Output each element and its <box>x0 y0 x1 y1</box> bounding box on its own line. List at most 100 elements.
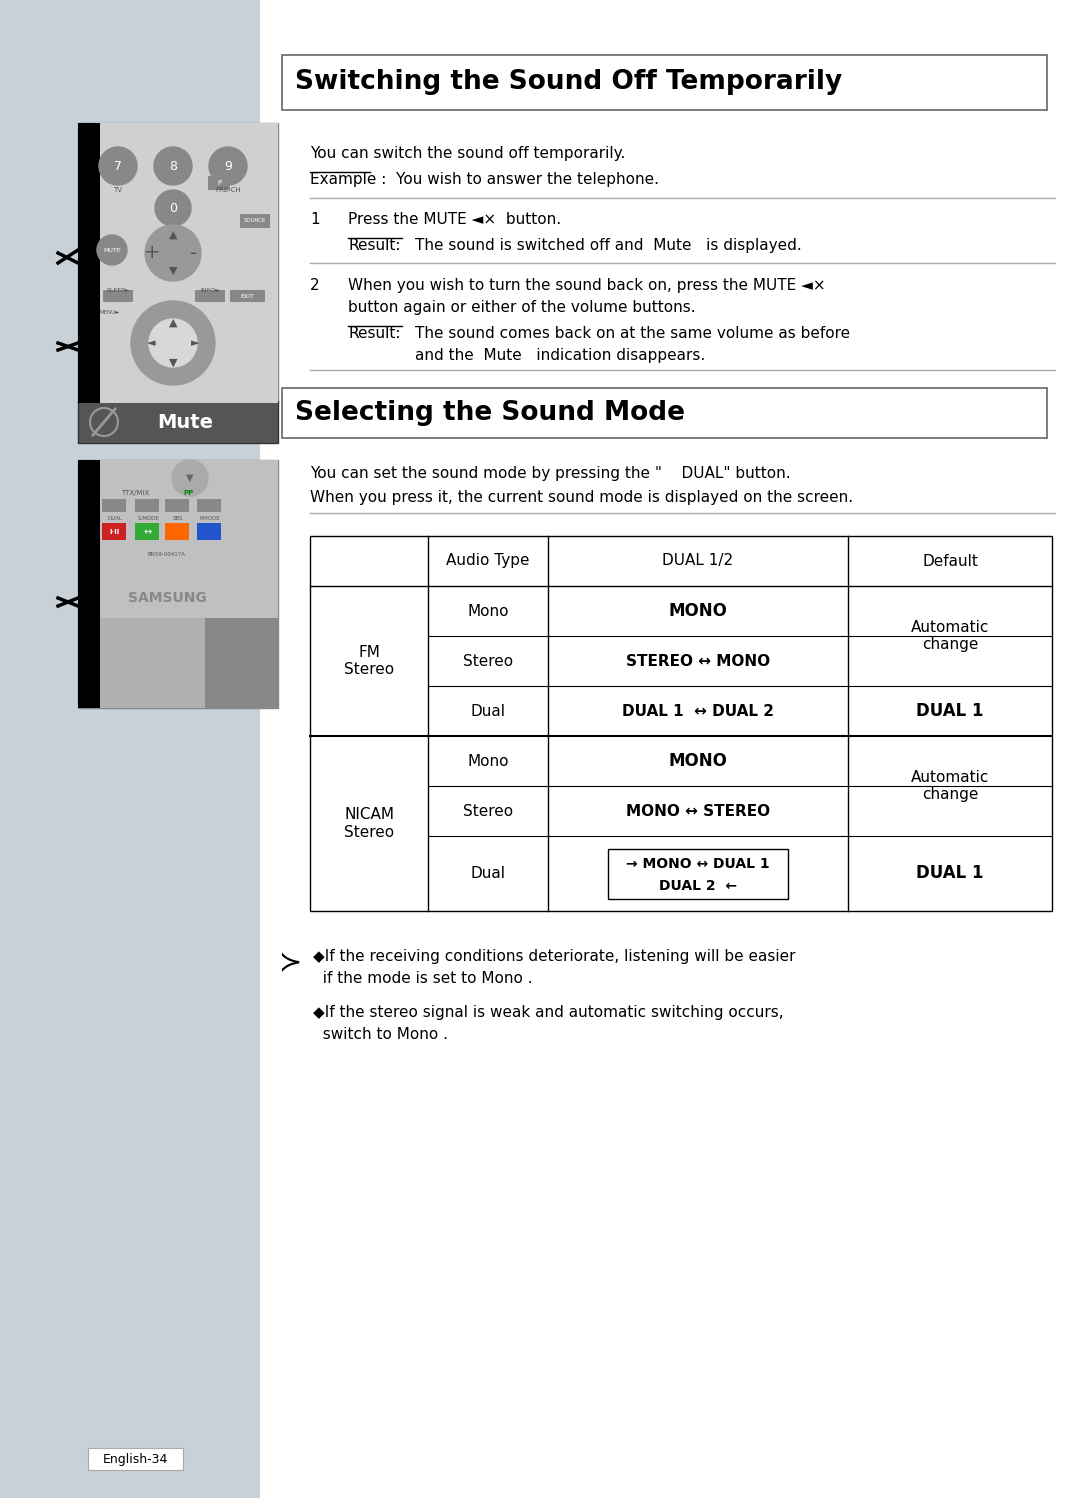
Circle shape <box>97 235 127 265</box>
Text: MONO: MONO <box>669 752 728 770</box>
Text: Result:: Result: <box>348 238 401 253</box>
Text: SLEEP►: SLEEP► <box>106 288 130 292</box>
Text: English-34: English-34 <box>103 1453 167 1465</box>
Text: PRE-CH: PRE-CH <box>215 187 241 193</box>
Text: TTX/MIX: TTX/MIX <box>121 490 149 496</box>
Text: Result:: Result: <box>348 327 401 342</box>
Bar <box>100 460 278 709</box>
Text: I·II: I·II <box>110 529 120 535</box>
Text: Audio Type: Audio Type <box>446 553 530 569</box>
Circle shape <box>156 190 191 226</box>
Text: ►: ► <box>191 339 199 348</box>
Text: The sound comes back on at the same volume as before: The sound comes back on at the same volu… <box>415 327 850 342</box>
Text: Stereo: Stereo <box>463 803 513 818</box>
Text: ▲: ▲ <box>168 318 177 328</box>
Text: Mono: Mono <box>468 604 509 619</box>
Bar <box>102 499 126 512</box>
Text: When you press it, the current sound mode is displayed on the screen.: When you press it, the current sound mod… <box>310 490 853 505</box>
Circle shape <box>154 147 192 184</box>
Text: Mute: Mute <box>157 412 213 431</box>
Bar <box>240 214 270 228</box>
Text: TV: TV <box>113 187 122 193</box>
Bar <box>195 291 225 303</box>
Bar <box>197 523 221 539</box>
Text: You can switch the sound off temporarily.: You can switch the sound off temporarily… <box>310 145 625 160</box>
Text: ▼: ▼ <box>168 267 177 276</box>
Text: Selecting the Sound Mode: Selecting the Sound Mode <box>295 400 685 425</box>
Bar <box>103 291 133 303</box>
Bar <box>165 523 189 539</box>
Bar <box>100 123 278 403</box>
Text: ◆If the receiving conditions deteriorate, listening will be easier: ◆If the receiving conditions deteriorate… <box>313 950 796 965</box>
Text: Automatic
change: Automatic change <box>910 620 989 652</box>
Text: Stereo: Stereo <box>463 653 513 668</box>
Circle shape <box>210 147 247 184</box>
Text: -: - <box>190 244 198 262</box>
Bar <box>78 123 278 403</box>
Text: button again or either of the volume buttons.: button again or either of the volume but… <box>348 300 696 315</box>
Text: → MONO ↔ DUAL 1: → MONO ↔ DUAL 1 <box>626 857 770 870</box>
Text: 1: 1 <box>310 213 320 228</box>
Text: Switching the Sound Off Temporarily: Switching the Sound Off Temporarily <box>295 69 842 94</box>
Circle shape <box>99 147 137 184</box>
Bar <box>135 499 159 512</box>
Text: P.MODE: P.MODE <box>200 515 220 520</box>
Bar <box>282 55 1047 109</box>
Text: switch to Mono .: switch to Mono . <box>313 1028 448 1043</box>
Text: MENU►: MENU► <box>99 310 120 316</box>
Text: +: + <box>144 244 160 262</box>
Text: if the mode is set to Mono .: if the mode is set to Mono . <box>313 971 532 986</box>
Bar <box>208 175 230 190</box>
Bar <box>78 460 278 709</box>
Bar <box>205 619 278 709</box>
Bar <box>282 388 1047 437</box>
Text: ≻: ≻ <box>278 950 301 977</box>
Bar <box>260 0 1080 1498</box>
Text: S.MODE: S.MODE <box>137 515 159 520</box>
Text: Automatic
change: Automatic change <box>910 770 989 803</box>
Text: MONO: MONO <box>669 602 728 620</box>
Bar <box>78 123 100 403</box>
Text: 9: 9 <box>224 159 232 172</box>
Text: SAMSUNG: SAMSUNG <box>127 592 206 605</box>
Circle shape <box>145 225 201 282</box>
Text: P: P <box>217 180 221 186</box>
Text: DUAL 2  ←: DUAL 2 ← <box>659 878 737 893</box>
Text: 7: 7 <box>114 159 122 172</box>
Text: SOURCE: SOURCE <box>244 219 266 223</box>
Text: EXIT: EXIT <box>240 294 254 298</box>
Text: FM
Stereo: FM Stereo <box>343 644 394 677</box>
Bar <box>608 848 788 899</box>
Circle shape <box>131 301 215 385</box>
Text: MONO ↔ STEREO: MONO ↔ STEREO <box>626 803 770 818</box>
Bar <box>165 499 189 512</box>
Text: ↔: ↔ <box>144 527 152 536</box>
Bar <box>100 619 278 709</box>
Text: ◆If the stereo signal is weak and automatic switching occurs,: ◆If the stereo signal is weak and automa… <box>313 1005 784 1020</box>
Text: DUAL: DUAL <box>108 515 122 520</box>
Text: SBS: SBS <box>173 515 184 520</box>
Text: Default: Default <box>922 553 977 569</box>
Text: MUTE: MUTE <box>104 247 121 253</box>
Bar <box>310 536 1052 911</box>
Text: PP: PP <box>183 490 193 496</box>
Text: Dual: Dual <box>471 866 505 881</box>
Text: NICAM
Stereo: NICAM Stereo <box>343 807 394 840</box>
Text: 2: 2 <box>310 279 320 294</box>
Text: ◄: ◄ <box>147 339 156 348</box>
Text: ▲: ▲ <box>168 231 177 240</box>
Bar <box>197 499 221 512</box>
Circle shape <box>149 319 197 367</box>
Bar <box>87 1449 183 1470</box>
Text: The sound is switched off and  Mute   is displayed.: The sound is switched off and Mute is di… <box>415 238 801 253</box>
Bar <box>102 523 126 539</box>
Text: DUAL 1/2: DUAL 1/2 <box>662 553 733 569</box>
Text: and the  Mute   indication disappears.: and the Mute indication disappears. <box>415 348 705 363</box>
Text: Example :  You wish to answer the telephone.: Example : You wish to answer the telepho… <box>310 172 659 187</box>
Text: You can set the sound mode by pressing the "    DUAL" button.: You can set the sound mode by pressing t… <box>310 466 791 481</box>
Text: Dual: Dual <box>471 704 505 719</box>
Bar <box>78 401 278 443</box>
Bar <box>135 523 159 539</box>
Bar <box>78 460 100 709</box>
Text: When you wish to turn the sound back on, press the MUTE ◄×: When you wish to turn the sound back on,… <box>348 279 825 294</box>
